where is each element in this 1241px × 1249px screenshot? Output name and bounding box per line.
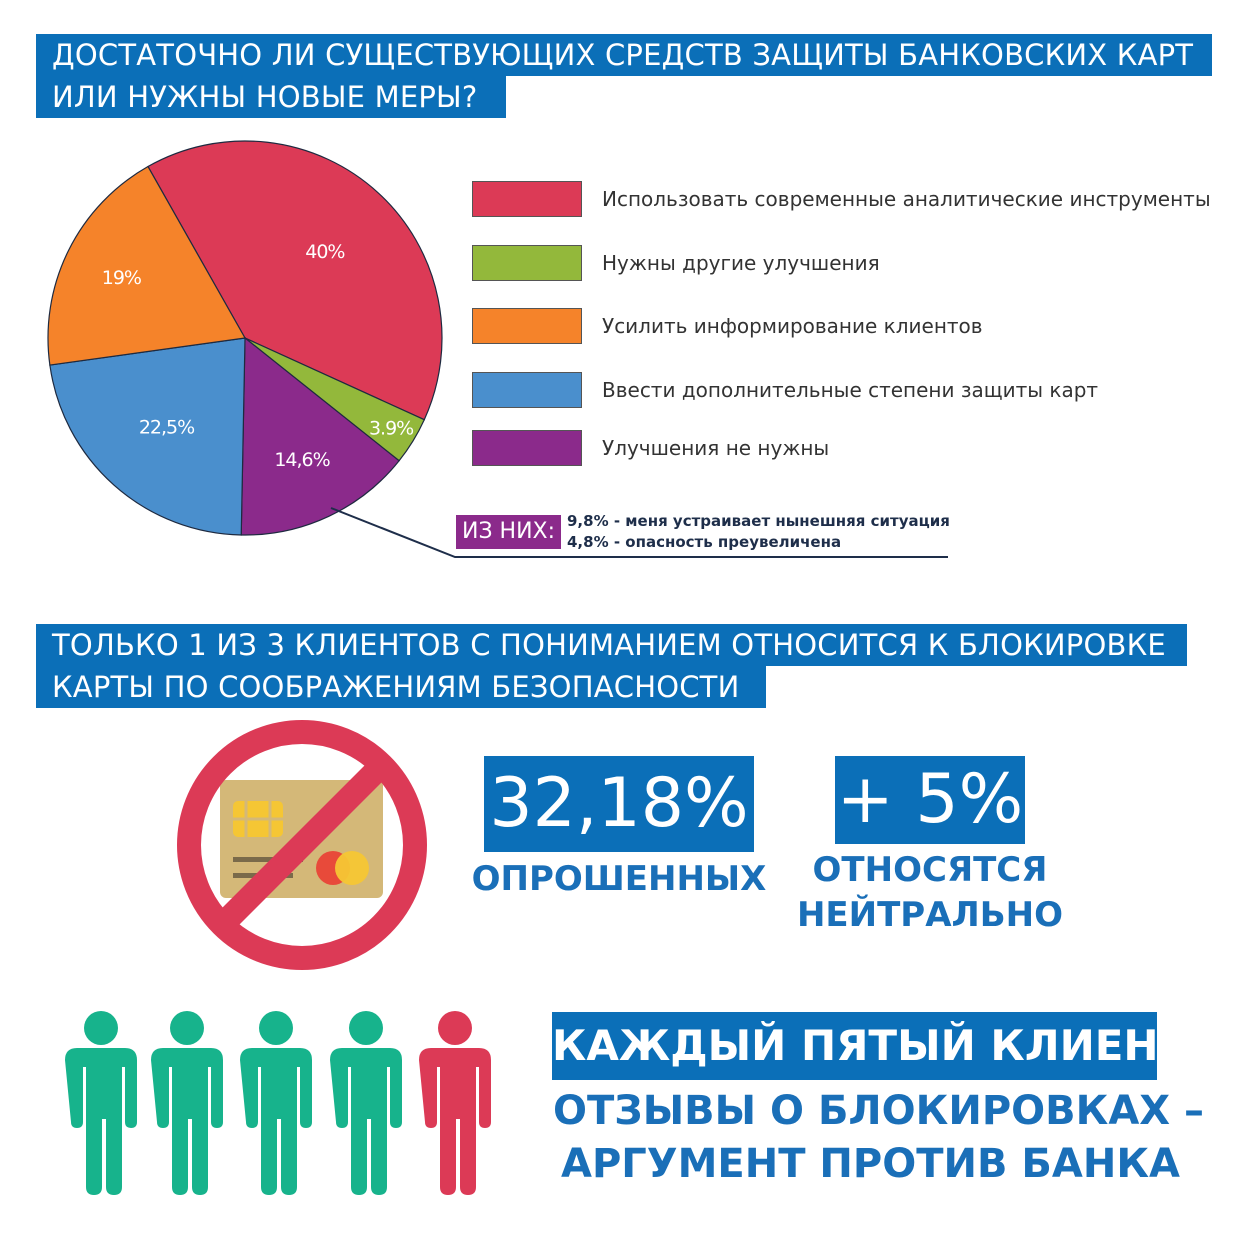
section1-title-line2: ИЛИ НУЖНЫ НОВЫЕ МЕРЫ? [36, 76, 506, 118]
annotation-tag: ИЗ НИХ: [456, 515, 562, 549]
person-icon [330, 1011, 402, 1195]
legend-swatch [472, 308, 582, 344]
stat-neutral-value: + 5% [835, 756, 1025, 844]
pie-slice-label: 14,6% [274, 449, 329, 471]
legend-label: Усилить информирование клиентов [602, 314, 983, 338]
pie-slice [47, 165, 246, 366]
legend-label: Улучшения не нужны [602, 436, 830, 460]
legend-item: Улучшения не нужны [472, 428, 829, 468]
person-icon [151, 1011, 223, 1195]
legend-swatch [472, 372, 582, 408]
legend-item: Использовать современные аналитические и… [472, 179, 1211, 219]
legend-swatch [472, 181, 582, 217]
legend-label: Использовать современные аналитические и… [602, 187, 1211, 211]
person-icon [240, 1011, 312, 1195]
legend-swatch [472, 245, 582, 281]
stat-neutral-caption-1: ОТНОСЯТСЯ [812, 850, 1048, 890]
legend-item: Ввести дополнительные степени защиты кар… [472, 370, 1098, 410]
every-fifth-banner: КАЖДЫЙ ПЯТЫЙ КЛИЕНТ [552, 1012, 1187, 1080]
pie-slice-label: 22,5% [139, 416, 194, 438]
person-icon [65, 1011, 137, 1195]
pie-slice-label: 40% [305, 241, 344, 263]
stat-surveyed-caption: ОПРОШЕННЫХ [471, 859, 767, 899]
blocked-card-icon [177, 720, 427, 970]
pie-slice-label: 3.9% [369, 418, 413, 440]
legend-item: Нужны другие улучшения [472, 243, 880, 283]
section2-title-line1: ТОЛЬКО 1 ИЗ 3 КЛИЕНТОВ С ПОНИМАНИЕМ ОТНО… [36, 624, 1187, 666]
person-icon [419, 1011, 491, 1195]
people-icons [65, 1011, 491, 1195]
section1-title-line1: ДОСТАТОЧНО ЛИ СУЩЕСТВУЮЩИХ СРЕДСТВ ЗАЩИТ… [36, 34, 1212, 76]
conclusion-line-2: АРГУМЕНТ ПРОТИВ БАНКА [561, 1141, 1180, 1187]
legend-label: Нужны другие улучшения [602, 251, 880, 275]
legend-swatch [472, 430, 582, 466]
pie-slice [147, 140, 443, 421]
stat-surveyed-value: 32,18% [484, 756, 754, 852]
legend-label: Ввести дополнительные степени защиты кар… [602, 378, 1099, 402]
section2-title-line2: КАРТЫ ПО СООБРАЖЕНИЯМ БЕЗОПАСНОСТИ [36, 666, 766, 708]
legend-item: Усилить информирование клиентов [472, 306, 983, 346]
pie-slice [49, 337, 246, 536]
conclusion-line-1: ОТЗЫВЫ О БЛОКИРОВКАХ – [553, 1088, 1205, 1134]
stat-neutral-caption-2: НЕЙТРАЛЬНО [796, 895, 1064, 935]
pie-slice [240, 336, 400, 536]
annotation-line-1: 9,8% - меня устраивает нынешняя ситуация [567, 512, 950, 530]
annotation-line-2: 4,8% - опасность преувеличена [567, 533, 842, 551]
pie-chart: 40% 3.9% 14,6% 22,5% 19% [47, 140, 948, 558]
pie-slice-label: 19% [102, 267, 141, 289]
annotation-leader-line [330, 507, 948, 558]
